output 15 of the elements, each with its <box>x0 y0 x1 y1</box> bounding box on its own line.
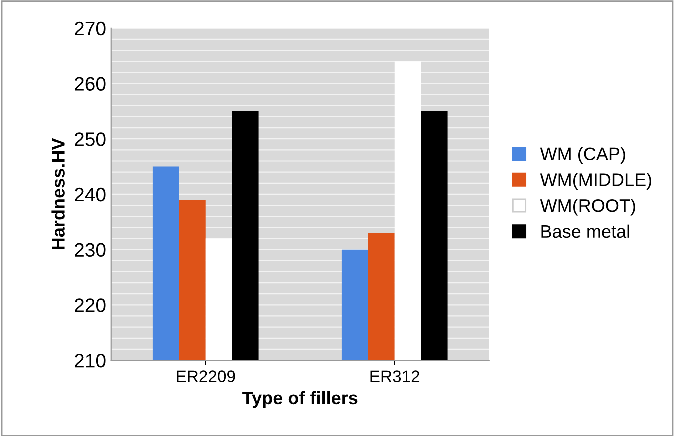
legend-label: WM (CAP) <box>540 147 626 164</box>
y-tick-label: 210 <box>75 354 106 368</box>
y-tick-label: 270 <box>75 22 106 36</box>
y-tick-label: 230 <box>75 243 106 258</box>
y-tick-label: 250 <box>75 132 106 146</box>
y-tick-label: 260 <box>75 77 106 91</box>
x-axis-title: Type of fillers <box>242 391 358 408</box>
legend-label: WM(MIDDLE) <box>540 173 652 190</box>
y-tick-label: 240 <box>75 188 106 202</box>
x-tick-label: ER312 <box>370 370 420 382</box>
y-axis-title: Hardness.HV <box>52 138 65 250</box>
y-tick-label: 220 <box>75 298 106 312</box>
legend-label: Base metal <box>542 224 630 238</box>
x-tick-label: ER2209 <box>177 370 236 382</box>
legend-label: WM(ROOT) <box>540 198 636 216</box>
